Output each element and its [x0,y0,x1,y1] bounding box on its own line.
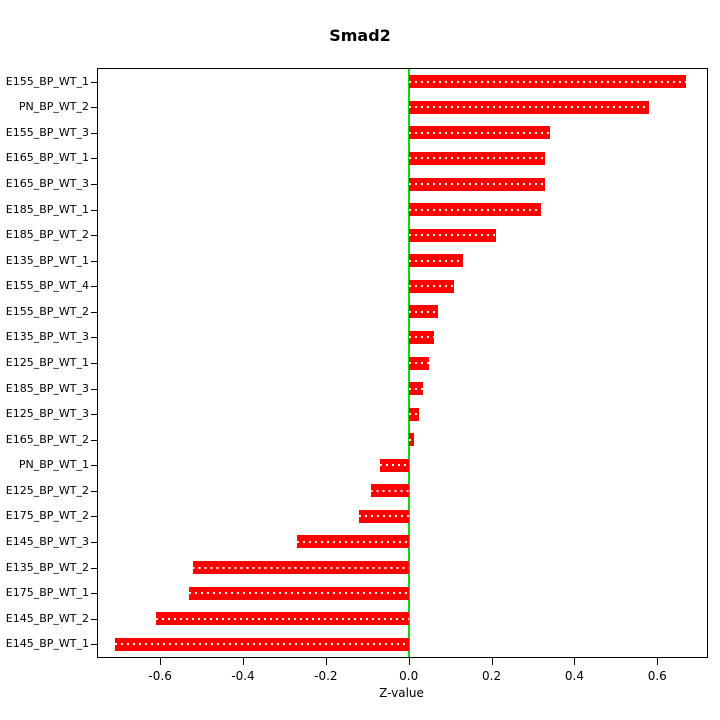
y-axis-tick [91,132,98,134]
y-axis-tick [91,260,98,262]
y-category-label: E135_BP_WT_1 [5,253,89,267]
y-category-label: E145_BP_WT_3 [5,534,89,548]
chart-title: Smad2 [329,26,391,45]
x-axis-tick [160,658,162,665]
x-axis-label: Z-value [379,686,424,700]
bar [408,126,550,140]
bar [296,535,409,549]
y-category-label: E165_BP_WT_2 [5,432,89,446]
x-tick-label: 0.2 [482,669,502,683]
y-category-label: E145_BP_WT_1 [5,637,89,651]
bar [193,561,409,575]
y-category-label: E135_BP_WT_3 [5,330,89,344]
x-axis-tick [408,658,410,665]
y-axis-tick [91,311,98,313]
bar [408,433,414,447]
y-category-label: E155_BP_WT_4 [5,279,89,293]
bar [408,228,496,242]
x-axis-tick [491,658,493,665]
y-category-label: E185_BP_WT_2 [5,228,89,242]
y-category-label: E125_BP_WT_3 [5,407,89,421]
bar [156,612,409,626]
y-category-label: E125_BP_WT_1 [5,356,89,369]
bar [408,407,420,421]
bar [408,356,430,370]
bar [408,177,546,191]
plot-area: E155_BP_WT_1 PN_BP_WT_2 E155_BP_WT_3 E165_B… [6,68,708,683]
bar [408,305,438,319]
y-category-label: E155_BP_WT_1 [5,74,89,88]
x-axis-tick [243,658,244,665]
x-tick-label: 0.6 [647,669,667,683]
y-axis-tick [91,465,98,467]
y-axis-tick [91,363,98,364]
bar [408,151,546,165]
y-axis-tick [91,593,98,595]
y-category-label: E135_BP_WT_2 [5,560,89,574]
bar [408,75,687,89]
y-axis-tick [91,567,98,569]
y-category-label: E145_BP_WT_2 [5,611,89,625]
y-axis-tick [91,235,98,237]
bar [408,203,542,217]
bar [189,586,409,600]
y-axis-tick [91,184,98,186]
y-category-label: E165_BP_WT_3 [5,177,89,191]
bar [359,509,409,523]
y-category-label: E175_BP_WT_1 [5,586,89,600]
y-axis-tick [91,541,98,543]
x-axis-tick [325,658,327,665]
bar [408,382,424,396]
bar [408,330,434,344]
x-tick-label: -0.4 [231,669,255,683]
y-category-label: E175_BP_WT_2 [5,509,89,523]
y-axis-tick [91,158,98,160]
y-axis-tick [91,414,98,416]
y-axis-tick [91,107,98,109]
y-category-label: E155_BP_WT_2 [5,304,89,318]
x-tick-label: -0.6 [148,669,172,683]
y-axis-tick [91,516,98,518]
bar [408,254,463,268]
y-axis-tick [91,388,98,390]
x-tick-label: 0.0 [399,669,419,683]
y-axis-tick [91,337,98,339]
y-axis-tick [91,439,98,441]
x-tick-label: -0.2 [314,669,338,683]
y-category-label: PN_BP_WT_2 [18,100,89,114]
y-axis-tick [91,490,98,492]
y-axis-tick [91,81,98,83]
y-category-label: E185_BP_WT_3 [5,381,89,395]
bar [408,100,649,114]
bar [379,458,409,472]
x-axis-tick [657,658,659,665]
y-axis-tick [91,644,98,646]
y-category-label: PN_BP_WT_1 [18,458,89,472]
y-category-label: E165_BP_WT_1 [5,151,89,165]
y-axis-tick [91,209,98,211]
bar [114,637,409,651]
x-tick-label: 0.4 [564,669,584,683]
y-category-label: E125_BP_WT_2 [5,483,89,497]
y-axis-tick [91,286,98,288]
y-category-label: E155_BP_WT_3 [5,125,89,139]
bar [371,484,409,498]
y-category-label: E185_BP_WT_1 [5,202,89,216]
bar [408,279,455,293]
x-axis-tick [574,658,576,665]
y-axis-tick [91,618,98,620]
